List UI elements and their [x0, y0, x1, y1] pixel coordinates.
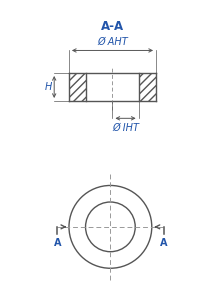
Polygon shape — [69, 73, 86, 101]
Text: A: A — [53, 238, 61, 248]
Text: A: A — [160, 238, 167, 248]
Text: Ø IHT: Ø IHT — [112, 123, 139, 133]
Polygon shape — [139, 73, 156, 101]
Text: Ø AHT: Ø AHT — [97, 37, 128, 47]
Text: H: H — [44, 82, 52, 92]
Text: A-A: A-A — [101, 20, 124, 33]
